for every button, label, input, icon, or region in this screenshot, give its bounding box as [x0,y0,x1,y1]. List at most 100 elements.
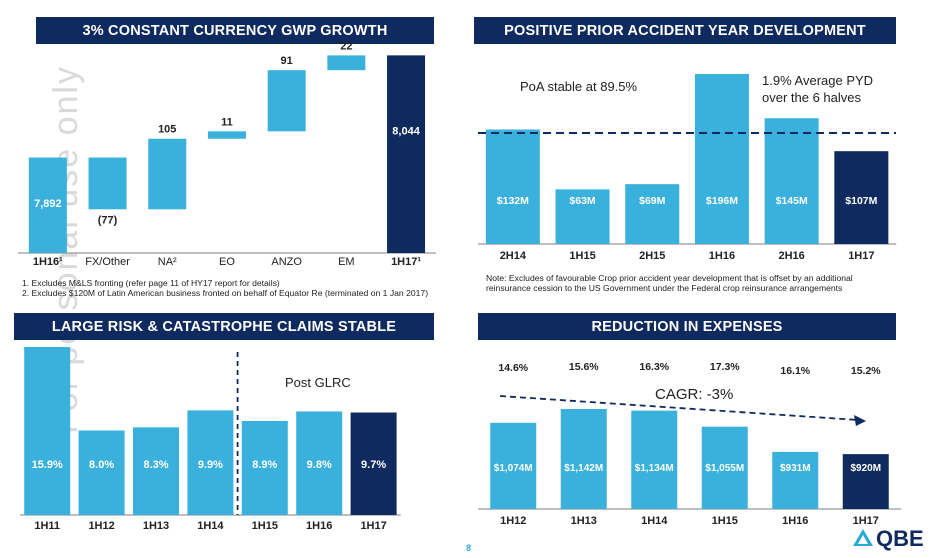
qbe-logo-text: QBE [876,526,924,551]
pyd-value-label-4: $145M [776,195,808,207]
expenses-chart-title: REDUCTION IN EXPENSES [478,313,896,340]
gwp-category-label-0: 1H16¹ [33,256,63,268]
gwp-bar-2 [148,138,187,210]
gwp-bar-4 [267,70,306,132]
pyd-bar-0 [485,129,540,244]
large-bar-5 [296,411,343,515]
large-value-label-2: 8.3% [143,459,168,471]
gwp-value-label-4: 91 [281,55,293,67]
page-number: 8 [466,543,472,553]
exp-bar-4 [772,451,819,509]
pyd-bar-4 [764,118,819,244]
gwp-category-label-2: NA² [158,256,177,268]
exp-bar-3 [701,426,748,509]
exp-ratio-label-4: 16.1% [780,365,810,377]
exp-bar-5 [842,454,889,509]
pyd-category-label-0: 2H14 [500,250,527,262]
pyd-note: Note: Excludes of favourable Crop prior … [486,273,853,293]
exp-category-label-0: 1H12 [500,515,526,527]
gwp-value-label-6: 8,044 [392,125,420,137]
large-bar-3 [187,410,234,515]
pyd-value-label-1: $63M [569,195,596,207]
gwp-bar-3 [207,131,246,139]
pyd-bar-5 [834,151,889,244]
gwp-value-label-0: 7,892 [34,198,62,210]
large-category-label-0: 1H11 [34,520,60,532]
gwp-value-label-3: 11 [221,116,233,128]
pyd-bar-2 [625,184,680,244]
large-category-label-2: 1H13 [143,520,169,532]
exp-ratio-label-2: 16.3% [639,361,669,373]
exp-category-label-1: 1H13 [571,515,597,527]
exp-bar-0 [490,422,537,509]
large-value-label-4: 8.9% [252,459,277,471]
gwp-footnote-1: 1. Excludes M&LS fronting (refer page 11… [22,278,280,288]
gwp-bar-1 [88,157,127,210]
pyd-bar-3 [694,74,749,244]
large-value-label-5: 9.8% [307,459,332,471]
large-value-label-0: 15.9% [32,459,63,471]
exp-bar-1 [560,409,607,509]
pyd-category-label-5: 1H17 [848,250,874,262]
exp-bar-2 [631,410,678,509]
large-category-label-1: 1H12 [88,520,114,532]
large-annotation-post-glrc: Post GLRC [285,375,351,390]
pyd-annotation-poa: PoA stable at 89.5% [520,79,638,94]
exp-category-label-4: 1H16 [782,515,808,527]
exp-ratio-label-1: 15.6% [569,361,599,373]
exp-category-label-2: 1H14 [641,515,668,527]
gwp-value-label-5: 22 [340,40,352,52]
exp-ratio-label-5: 15.2% [851,365,881,377]
gwp-category-label-4: ANZO [271,256,302,268]
gwp-chart-title: 3% CONSTANT CURRENCY GWP GROWTH [36,17,434,44]
gwp-bar-0 [28,157,67,253]
qbe-logo: QBE [852,526,924,552]
large-bar-6 [350,412,397,515]
exp-value-label-0: $1,074M [494,463,533,474]
gwp-category-label-6: 1H17¹ [391,256,421,268]
pyd-category-label-2: 2H15 [639,250,665,262]
pyd-value-label-2: $69M [639,195,666,207]
pyd-bar-1 [555,189,610,244]
exp-category-label-5: 1H17 [853,515,879,527]
exp-ratio-label-0: 14.6% [498,362,528,374]
large-category-label-3: 1H14 [197,520,224,532]
gwp-category-label-5: EM [338,256,355,268]
exp-value-label-2: $1,134M [635,463,674,474]
qbe-logo-icon [853,529,873,546]
gwp-value-label-1: (77) [98,214,118,226]
gwp-bar-5 [327,55,366,71]
large-value-label-3: 9.9% [198,459,223,471]
large-category-label-6: 1H17 [360,520,386,532]
pyd-value-label-0: $132M [497,195,529,207]
exp-value-label-1: $1,142M [564,463,603,474]
pyd-chart-title: POSITIVE PRIOR ACCIDENT YEAR DEVELOPMENT [474,17,896,44]
large-bar-1 [78,430,125,515]
pyd-value-label-3: $196M [706,195,738,207]
large-bar-4 [241,420,288,515]
exp-trend-arrowhead [854,415,866,426]
pyd-category-label-1: 1H15 [569,250,595,262]
pyd-annotation-pyd-2: over the 6 halves [762,90,862,105]
large-value-label-6: 9.7% [361,459,386,471]
gwp-category-label-3: EO [219,256,235,268]
exp-value-label-5: $920M [850,463,881,474]
exp-value-label-3: $1,055M [705,463,744,474]
exp-value-label-4: $931M [780,463,811,474]
large-bar-0 [24,347,71,515]
large-bar-2 [133,427,179,515]
exp-cagr-label: CAGR: -3% [655,386,733,403]
pyd-category-label-3: 1H16 [709,250,735,262]
gwp-value-label-2: 105 [158,124,176,136]
large-value-label-1: 8.0% [89,459,114,471]
gwp-category-label-1: FX/Other [85,256,130,268]
large-claims-chart-title: LARGE RISK & CATASTROPHE CLAIMS STABLE [14,313,434,340]
gwp-bar-6 [387,55,426,253]
gwp-footnote-2: 2. Excludes $120M of Latin American busi… [22,288,429,298]
exp-category-label-3: 1H15 [712,515,738,527]
large-category-label-5: 1H16 [306,520,332,532]
pyd-category-label-4: 2H16 [779,250,805,262]
pyd-value-label-5: $107M [845,195,877,207]
exp-ratio-label-3: 17.3% [710,361,740,373]
